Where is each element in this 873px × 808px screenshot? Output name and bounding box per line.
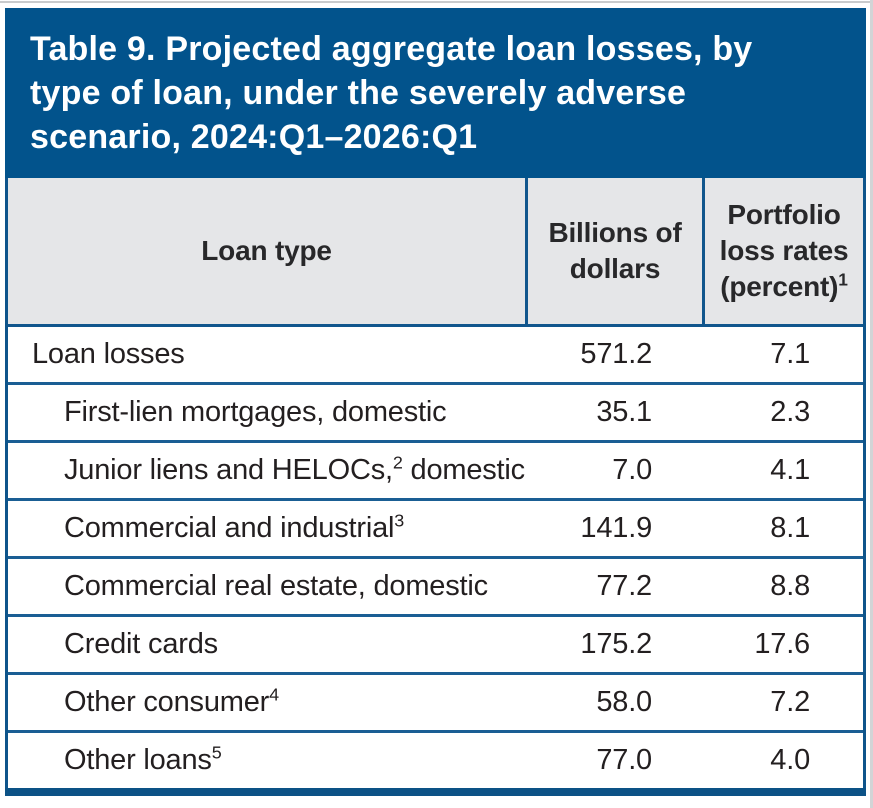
loan-type-cell: Junior liens and HELOCs,2 domestic <box>64 452 525 486</box>
table-row: Other consumer4 58.0 7.2 <box>8 675 863 733</box>
table-title: Table 9. Projected aggregate loan losses… <box>30 27 842 159</box>
table-body-frame: Loan type Billions of dollars Portfolio … <box>5 178 866 788</box>
billions-of-dollars-cell: 571.2 <box>580 338 652 370</box>
table-row: Credit cards 175.2 17.6 <box>8 617 863 675</box>
portfolio-loss-rate-cell: 8.1 <box>770 512 810 544</box>
table-header-row: Loan type Billions of dollars Portfolio … <box>8 178 863 327</box>
table-title-banner: Table 9. Projected aggregate loan losses… <box>5 8 866 178</box>
footnote-marker: 4 <box>269 684 279 705</box>
footnote-marker: 2 <box>392 452 403 473</box>
page-right-divider <box>870 0 873 808</box>
billions-of-dollars-cell: 141.9 <box>580 512 652 544</box>
table-body: Loan losses 571.2 7.1 First-lien mortgag… <box>8 327 863 788</box>
table-title-line-3: scenario, 2024:Q1–2026:Q1 <box>30 118 478 156</box>
loan-type-cell: Commercial and industrial3 <box>64 510 405 544</box>
billions-of-dollars-cell: 7.0 <box>612 454 652 486</box>
loan-losses-table: Loan type Billions of dollars Portfolio … <box>5 178 866 796</box>
loan-type-cell: Credit cards <box>64 628 218 660</box>
page-top-divider <box>0 1 873 3</box>
table-row: Loan losses 571.2 7.1 <box>8 327 863 385</box>
column-header-loan-type: Loan type <box>8 178 525 324</box>
loan-type-cell: First-lien mortgages, domestic <box>64 396 447 428</box>
billions-of-dollars-cell: 35.1 <box>596 396 652 428</box>
portfolio-loss-rate-cell: 17.6 <box>754 628 810 660</box>
column-header-portfolio-loss-rates: Portfolio loss rates (percent)1 <box>702 178 863 324</box>
portfolio-loss-rate-cell: 7.1 <box>770 338 810 370</box>
billions-of-dollars-cell: 58.0 <box>596 686 652 718</box>
billions-of-dollars-cell: 77.2 <box>596 570 652 602</box>
portfolio-loss-rate-cell: 4.1 <box>770 454 810 486</box>
table-title-line-2: type of loan, under the severely adverse <box>30 74 687 112</box>
footnote-marker-1: 1 <box>838 269 848 290</box>
column-header-billions-label: Billions of dollars <box>548 217 682 284</box>
table-bottom-border <box>5 788 866 796</box>
loan-type-cell: Other consumer4 <box>64 684 279 718</box>
footnote-marker: 5 <box>211 742 222 763</box>
portfolio-loss-rate-cell: 2.3 <box>770 396 810 428</box>
portfolio-loss-rate-cell: 7.2 <box>770 686 810 718</box>
table-row: First-lien mortgages, domestic 35.1 2.3 <box>8 385 863 443</box>
table-row: Commercial and industrial3 141.9 8.1 <box>8 501 863 559</box>
loan-type-cell: Other loans5 <box>64 742 222 776</box>
footnote-marker: 3 <box>394 510 405 531</box>
column-header-loss-rates-label: Portfolio loss rates (percent)1 <box>719 199 849 302</box>
billions-of-dollars-cell: 77.0 <box>596 744 652 776</box>
table-row: Commercial real estate, domestic 77.2 8.… <box>8 559 863 617</box>
table-row: Other loans5 77.0 4.0 <box>8 733 863 788</box>
portfolio-loss-rate-cell: 4.0 <box>770 744 810 776</box>
column-header-loan-type-label: Loan type <box>201 235 332 266</box>
column-header-billions-of-dollars: Billions of dollars <box>525 178 702 324</box>
loan-type-cell: Loan losses <box>32 338 185 370</box>
billions-of-dollars-cell: 175.2 <box>580 628 652 660</box>
portfolio-loss-rate-cell: 8.8 <box>770 570 810 602</box>
table-row: Junior liens and HELOCs,2 domestic 7.0 4… <box>8 443 863 501</box>
loan-type-cell: Commercial real estate, domestic <box>64 570 488 602</box>
table-title-line-1: Table 9. Projected aggregate loan losses… <box>30 30 753 68</box>
